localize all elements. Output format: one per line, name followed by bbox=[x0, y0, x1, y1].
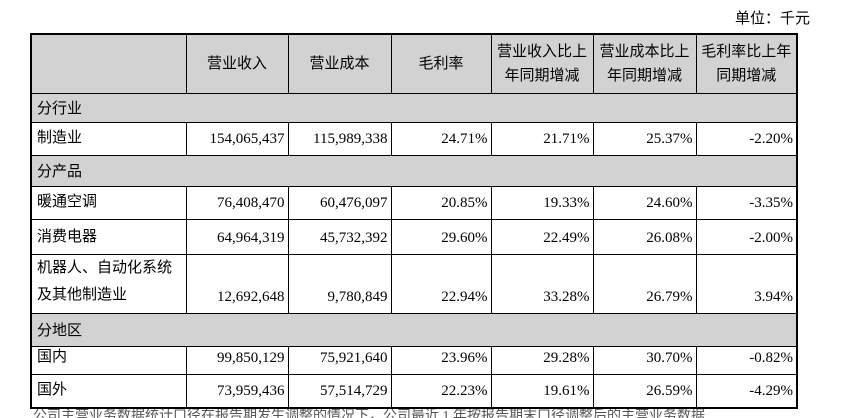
cell-cost: 57,514,729 bbox=[287, 373, 392, 409]
unit-label: 单位：千元 bbox=[734, 11, 810, 27]
section-label: 分地区 bbox=[30, 312, 798, 347]
cell-revenue-yoy: 33.28% bbox=[490, 253, 594, 314]
cell-margin-yoy: 3.94% bbox=[695, 253, 798, 314]
row-label: 制造业 bbox=[30, 121, 187, 156]
cell-cost: 9,780,849 bbox=[287, 253, 392, 314]
row-label: 消费电器 bbox=[30, 218, 187, 255]
cell-revenue-yoy: 22.49% bbox=[490, 218, 594, 255]
table-row-robotics: 机器人、自动化系统及其他制造业 12,692,648 9,780,849 22.… bbox=[30, 253, 798, 314]
cell-revenue: 76,408,470 bbox=[185, 185, 289, 220]
table-row-consumer-appliances: 消费电器 64,964,319 45,732,392 29.60% 22.49%… bbox=[30, 218, 798, 255]
cell-cost: 45,732,392 bbox=[287, 218, 392, 255]
table-row-overseas: 国外 73,959,436 57,514,729 22.23% 19.61% 2… bbox=[30, 373, 798, 409]
cell-margin-yoy: -2.20% bbox=[695, 121, 798, 156]
col-header-cost: 营业成本 bbox=[287, 33, 392, 94]
section-label: 分行业 bbox=[30, 92, 798, 123]
cell-margin-yoy: -4.29% bbox=[695, 373, 798, 409]
cell-cost-yoy: 30.70% bbox=[592, 345, 697, 375]
table-row-domestic: 国内 99,850,129 75,921,640 23.96% 29.28% 3… bbox=[30, 345, 798, 375]
cell-margin: 29.60% bbox=[390, 218, 492, 255]
row-label: 机器人、自动化系统及其他制造业 bbox=[30, 253, 187, 314]
section-row-industry: 分行业 bbox=[30, 92, 798, 123]
cell-revenue: 99,850,129 bbox=[185, 345, 289, 375]
col-header-margin-yoy: 毛利率比上年同期增减 bbox=[695, 33, 798, 94]
row-label: 国外 bbox=[30, 373, 187, 409]
clipped-footnote: 公司主营业务数据统计口径在报告期发生调整的情况下，公司最近 1 年按报告期末口径… bbox=[33, 409, 823, 418]
corner-cell bbox=[30, 33, 187, 94]
section-row-region: 分地区 bbox=[30, 312, 798, 347]
footnote-text: 公司主营业务数据统计口径在报告期发生调整的情况下，公司最近 1 年按报告期末口径… bbox=[33, 409, 705, 418]
col-header-margin: 毛利率 bbox=[390, 33, 492, 94]
cell-margin-yoy: -2.00% bbox=[695, 218, 798, 255]
section-row-product: 分产品 bbox=[30, 154, 798, 187]
cell-margin: 24.71% bbox=[390, 121, 492, 156]
cell-cost-yoy: 24.60% bbox=[592, 185, 697, 220]
table-row-manufacturing: 制造业 154,065,437 115,989,338 24.71% 21.71… bbox=[30, 121, 798, 156]
cell-cost-yoy: 26.08% bbox=[592, 218, 697, 255]
col-header-cost-yoy: 营业成本比上年同期增减 bbox=[592, 33, 697, 94]
cell-revenue-yoy: 19.61% bbox=[490, 373, 594, 409]
cell-cost-yoy: 26.59% bbox=[592, 373, 697, 409]
cell-cost-yoy: 25.37% bbox=[592, 121, 697, 156]
business-breakdown-table: 营业收入 营业成本 毛利率 营业收入比上年同期增减 营业成本比上年同期增减 毛利… bbox=[30, 33, 798, 409]
section-label: 分产品 bbox=[30, 154, 798, 187]
cell-revenue: 12,692,648 bbox=[185, 253, 289, 314]
row-label: 暖通空调 bbox=[30, 185, 187, 220]
cell-revenue-yoy: 19.33% bbox=[490, 185, 594, 220]
cell-revenue: 73,959,436 bbox=[185, 373, 289, 409]
cell-cost-yoy: 26.79% bbox=[592, 253, 697, 314]
col-header-revenue: 营业收入 bbox=[185, 33, 289, 94]
col-header-revenue-yoy: 营业收入比上年同期增减 bbox=[490, 33, 594, 94]
cell-margin: 20.85% bbox=[390, 185, 492, 220]
cell-margin: 22.23% bbox=[390, 373, 492, 409]
cell-cost: 60,476,097 bbox=[287, 185, 392, 220]
cell-margin-yoy: -0.82% bbox=[695, 345, 798, 375]
cell-cost: 115,989,338 bbox=[287, 121, 392, 156]
cell-revenue: 154,065,437 bbox=[185, 121, 289, 156]
table-row-hvac: 暖通空调 76,408,470 60,476,097 20.85% 19.33%… bbox=[30, 185, 798, 220]
header-row: 营业收入 营业成本 毛利率 营业收入比上年同期增减 营业成本比上年同期增减 毛利… bbox=[30, 33, 798, 94]
cell-margin: 22.94% bbox=[390, 253, 492, 314]
cell-revenue-yoy: 21.71% bbox=[490, 121, 594, 156]
cell-cost: 75,921,640 bbox=[287, 345, 392, 375]
cell-margin: 23.96% bbox=[390, 345, 492, 375]
row-label: 国内 bbox=[30, 345, 187, 375]
cell-margin-yoy: -3.35% bbox=[695, 185, 798, 220]
cell-revenue-yoy: 29.28% bbox=[490, 345, 594, 375]
cell-revenue: 64,964,319 bbox=[185, 218, 289, 255]
